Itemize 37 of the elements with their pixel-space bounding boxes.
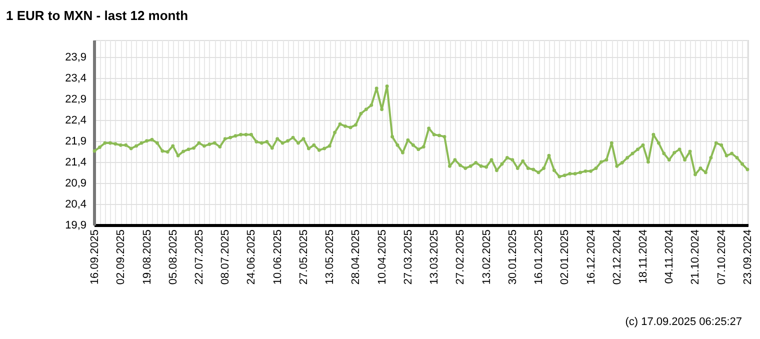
x-tick-label: 13.03.2025 xyxy=(428,230,441,285)
y-tick-label: 19,9 xyxy=(65,220,86,232)
x-tick-label: 24.06.2025 xyxy=(246,230,258,285)
x-tick-label: 04.11.2024 xyxy=(664,230,676,284)
y-tick-label: 20,4 xyxy=(65,198,86,210)
text: (c) 17.09.2025 06:25:27 xyxy=(625,316,742,328)
y-tick-label: 22,9 xyxy=(65,93,86,106)
x-tick-label: 16.09.2025 xyxy=(89,230,102,285)
y-tick-label: 23,4 xyxy=(65,72,86,84)
y-tick-label: 21,9 xyxy=(65,135,86,148)
y-tick-label: 21,4 xyxy=(65,156,86,168)
x-tick-label: 13.02.2025 xyxy=(480,230,493,285)
x-tick-label: 02.12.2024 xyxy=(611,230,624,285)
x-tick-label: 21.10.2024 xyxy=(690,230,702,285)
x-tick-label: 13.05.2025 xyxy=(324,230,336,285)
x-tick-label: 30.01.2025 xyxy=(506,230,519,285)
x-tick-label: 10.06.2025 xyxy=(272,230,284,285)
x-tick-label: 16.12.2024 xyxy=(585,230,598,285)
x-tick-label: 22.07.2025 xyxy=(193,230,206,285)
y-tick-label: 20,9 xyxy=(65,177,86,190)
y-tick-label: 23,9 xyxy=(65,51,86,64)
x-tick-label: 27.05.2025 xyxy=(298,230,310,285)
x-tick-label: 18.11.2024 xyxy=(638,230,650,284)
x-tick-label: 08.07.2025 xyxy=(220,230,232,285)
x-tick-label: 02.01.2025 xyxy=(559,230,572,285)
x-tick-label: 19.08.2025 xyxy=(141,230,154,285)
chart-title: 1 EUR to MXN - last 12 month xyxy=(6,8,188,23)
x-tick-label: 07.10.2024 xyxy=(716,230,728,285)
x-tick-label: 27.03.2025 xyxy=(402,230,414,285)
x-tick-label: 16.01.2025 xyxy=(533,230,546,285)
x-tick-label: 27.02.2025 xyxy=(454,230,467,285)
y-tick-label: 22,4 xyxy=(65,114,86,126)
x-tick-label: 28.04.2025 xyxy=(350,230,362,285)
x-tick-label: 23.09.2024 xyxy=(742,230,754,285)
x-tick-label: 05.08.2025 xyxy=(167,230,180,285)
x-tick-label: 10.04.2025 xyxy=(376,230,388,285)
x-tick-label: 02.09.2025 xyxy=(115,230,128,285)
